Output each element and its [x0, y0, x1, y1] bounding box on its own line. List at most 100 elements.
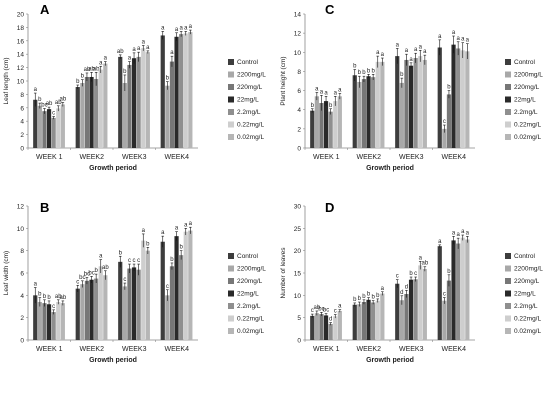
significance-letter: bc [41, 102, 47, 108]
x-tick-label: WEEK 1 [313, 346, 340, 353]
bar [80, 284, 85, 340]
bar [465, 239, 470, 340]
bar [84, 76, 90, 148]
y-tick-label: 20 [294, 248, 302, 255]
y-tick-label: 14 [294, 12, 302, 19]
significance-letter: c [443, 119, 446, 125]
legend-label: 0.22mg/L [514, 122, 541, 129]
significance-letter: b [358, 296, 362, 302]
legend-label: 0.02mg/L [514, 134, 541, 141]
bar [442, 300, 447, 340]
legend-label: 2200mg/L [514, 266, 543, 273]
bar [408, 65, 414, 148]
significance-letter: a [423, 49, 427, 55]
significance-letter: b [119, 250, 123, 256]
legend-label: 0.02mg/L [514, 328, 541, 335]
legend-label: 0.22mg/L [514, 316, 541, 323]
significance-letter: bc [323, 308, 329, 314]
significance-letter: a [132, 47, 136, 53]
bar [179, 255, 184, 340]
bar [310, 110, 315, 148]
y-tick-label: 18 [17, 25, 25, 32]
significance-letter: a [104, 56, 108, 62]
significance-letter: b [400, 72, 404, 78]
legend-label: 220mg/L [237, 278, 263, 285]
bar [333, 316, 338, 340]
significance-letter: c [443, 292, 446, 298]
bar [357, 81, 362, 148]
y-tick-label: 0 [20, 146, 24, 153]
bar [165, 85, 170, 148]
bar [361, 79, 367, 148]
bar [375, 61, 380, 148]
bar [333, 101, 338, 148]
bar [94, 278, 99, 340]
bar [174, 36, 179, 148]
significance-letter: a [396, 42, 400, 48]
panel-letter: D [325, 200, 334, 215]
significance-letter: b [43, 294, 47, 300]
bar [145, 250, 150, 340]
bar [352, 75, 357, 148]
significance-letter: a [334, 90, 338, 96]
bar [375, 300, 380, 340]
significance-letter: a [438, 34, 442, 40]
x-tick-label: WEEK3 [122, 154, 147, 161]
bar [404, 293, 409, 340]
panel-letter: C [325, 2, 335, 17]
legend-swatch [228, 134, 234, 140]
significance-letter: a [466, 38, 470, 44]
bar [131, 267, 137, 340]
bar [446, 94, 452, 148]
y-tick-label: 8 [20, 248, 24, 255]
significance-letter: a [438, 239, 442, 245]
significance-letter: bc [79, 275, 85, 281]
legend-label: 0.22mg/L [237, 316, 264, 323]
bar [51, 312, 56, 340]
significance-letter: d [400, 290, 403, 296]
bar [42, 303, 47, 340]
bar [437, 47, 442, 148]
significance-letter: b [367, 292, 371, 298]
significance-letter: b [371, 68, 375, 74]
bar [136, 269, 141, 340]
significance-letter: b [81, 74, 85, 80]
bar [141, 48, 146, 148]
y-tick-label: 8 [297, 69, 301, 76]
significance-letter: ab [55, 100, 62, 106]
legend-swatch [228, 84, 234, 90]
y-axis-label: Number of leaves [280, 247, 287, 299]
bar [323, 315, 329, 340]
significance-letter: a [452, 230, 456, 236]
bar [310, 315, 315, 340]
bar [380, 293, 385, 340]
legend-swatch [505, 134, 511, 140]
legend-label: 0.02mg/L [237, 328, 264, 335]
significance-letter: a [419, 44, 423, 50]
bar [380, 61, 385, 148]
significance-letter: a [409, 57, 413, 63]
y-tick-label: 2 [20, 315, 24, 322]
legend-swatch [228, 315, 234, 322]
bar [319, 103, 324, 148]
bar [366, 299, 371, 340]
x-tick-label: WEEK2 [356, 346, 381, 353]
bar [37, 105, 42, 148]
bar [46, 109, 52, 148]
legend-label: Control [514, 253, 536, 260]
bar [103, 63, 108, 148]
bar [437, 246, 442, 340]
significance-letter: c [123, 277, 126, 283]
bar [413, 58, 418, 148]
significance-letter: c [52, 304, 55, 310]
significance-letter: b [311, 103, 315, 109]
significance-letter: a [34, 282, 38, 288]
bar [122, 286, 127, 340]
chart-panel-a: A 0 2 4 6 8 10 12 14 16 18 20 Leaf length (cm) WEEK 1… [3, 2, 266, 172]
significance-letter: ab [84, 67, 91, 73]
bar [328, 111, 333, 148]
legend-label: 0.22mg/L [237, 122, 264, 129]
significance-letter: a [161, 230, 165, 236]
bar [422, 268, 427, 340]
